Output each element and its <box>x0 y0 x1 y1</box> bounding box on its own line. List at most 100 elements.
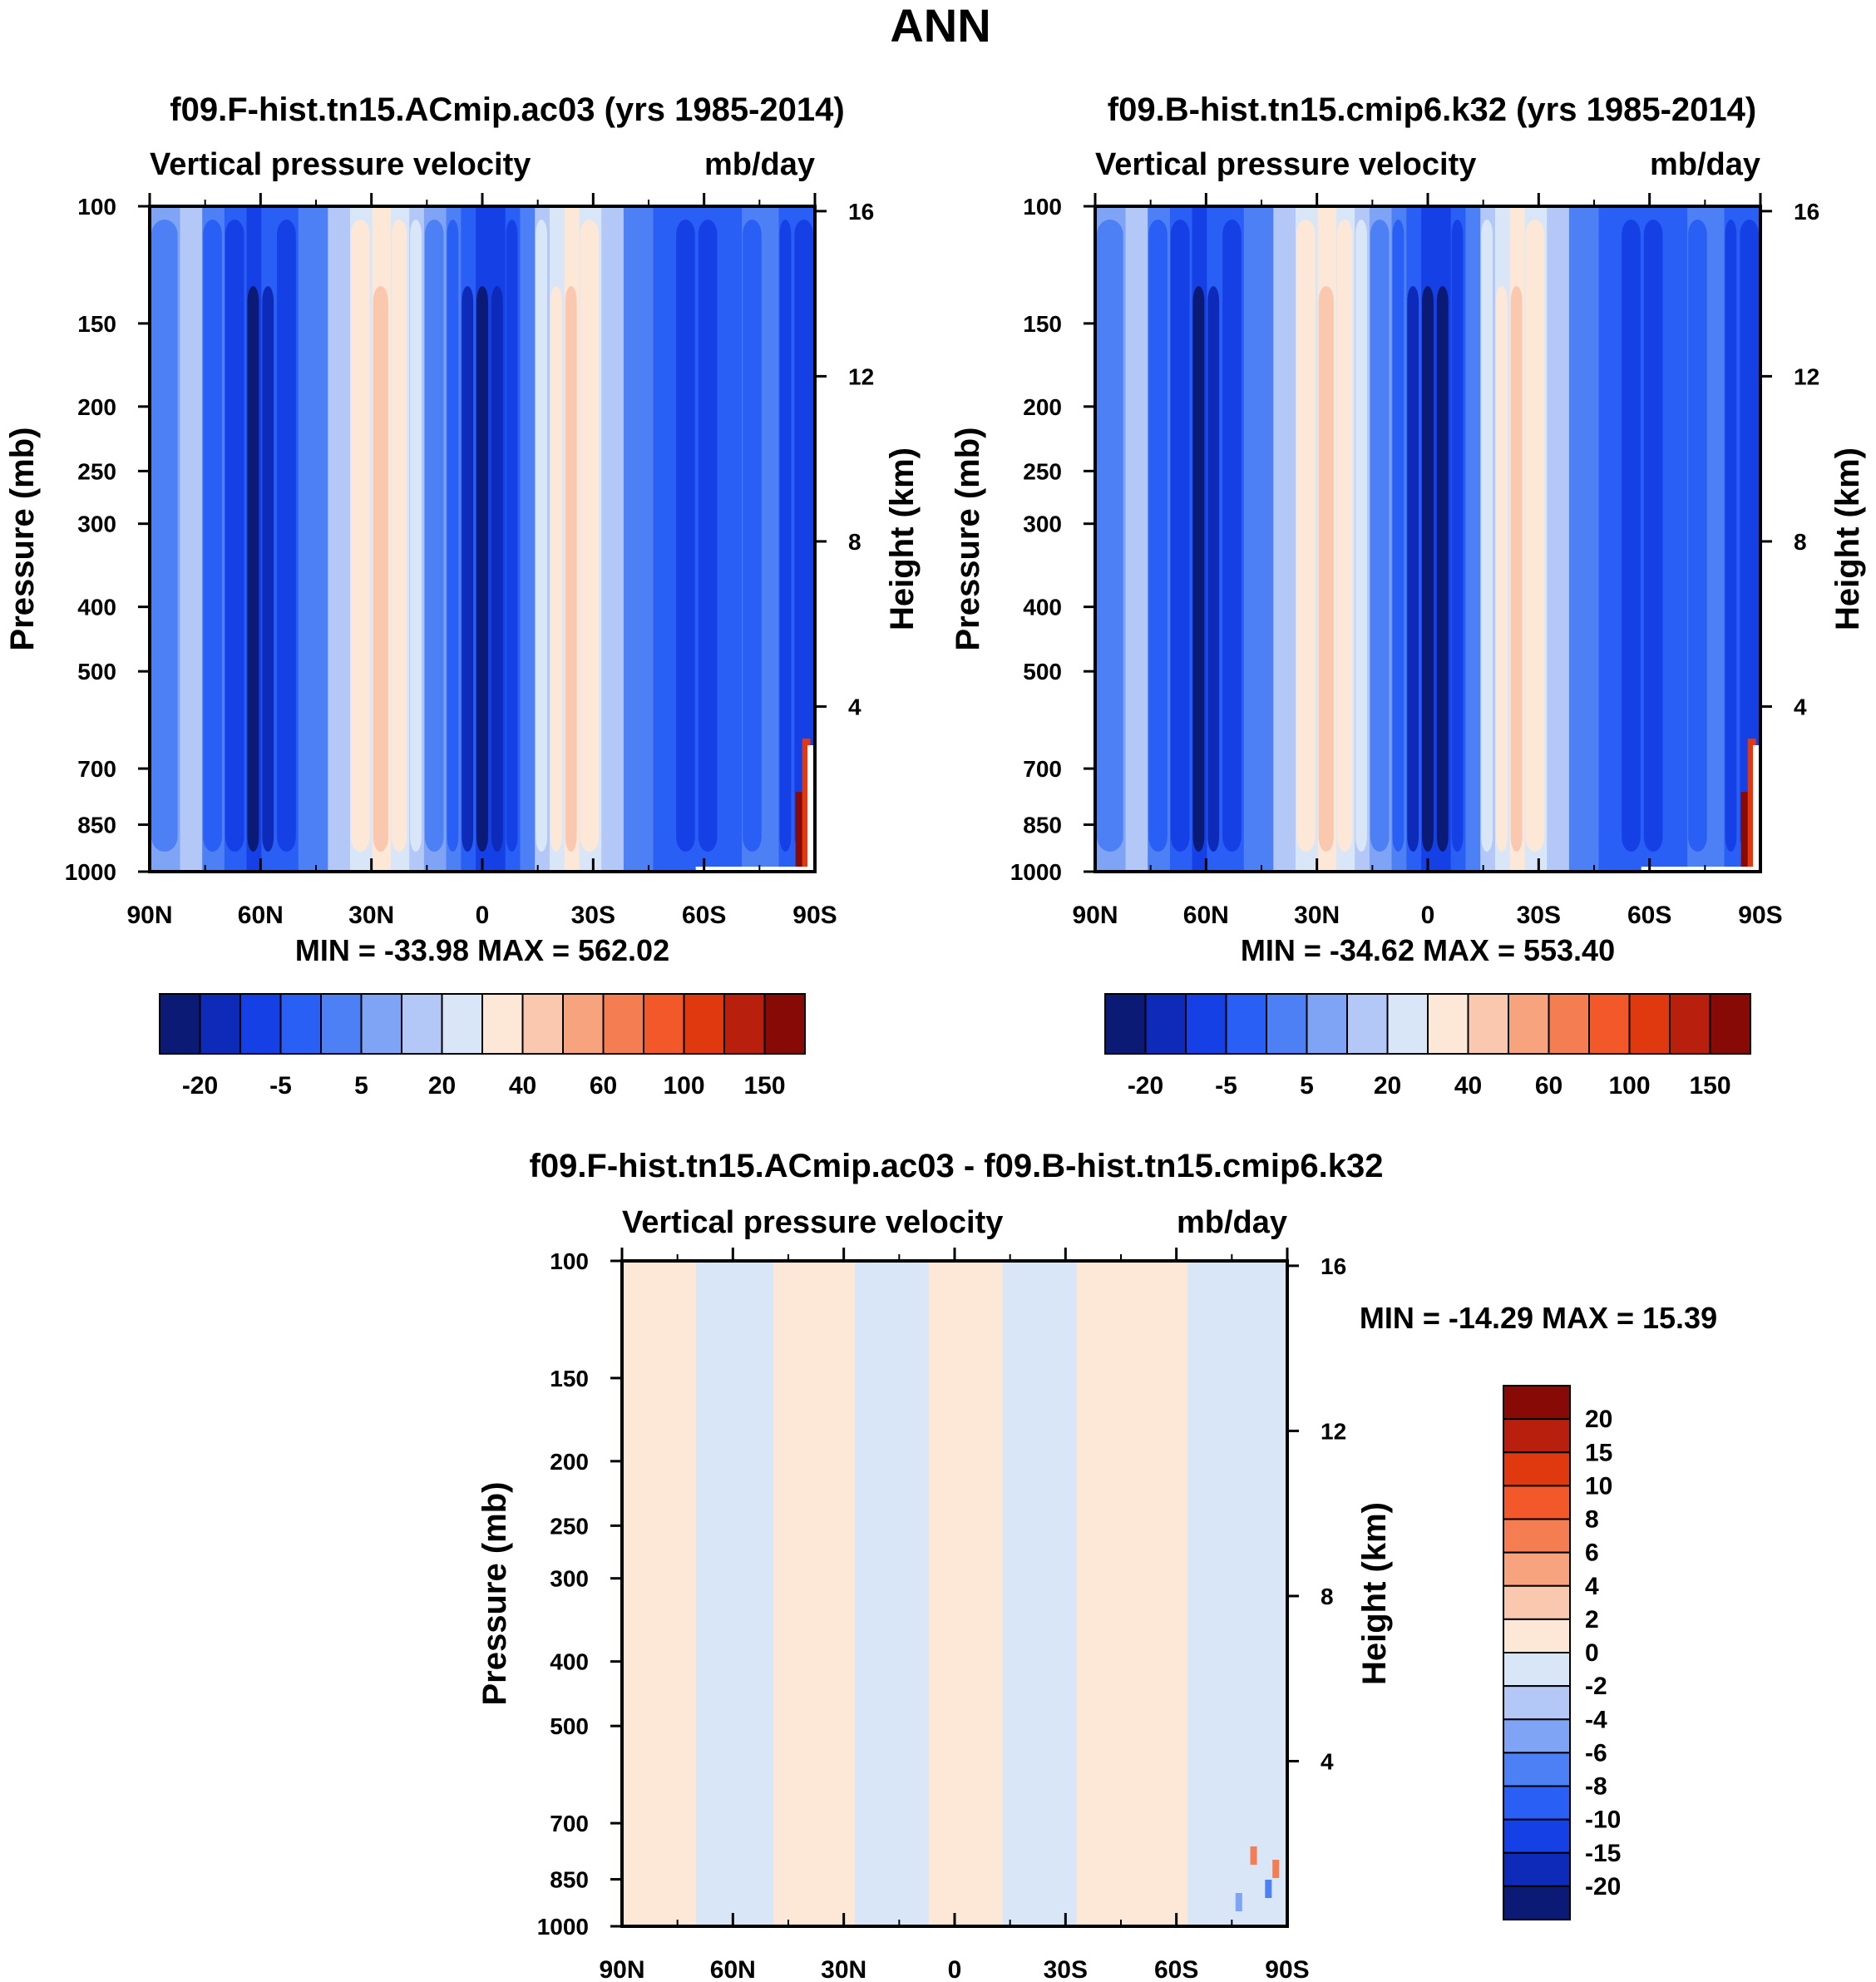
field-core <box>1569 220 1597 852</box>
colorbar-box <box>763 993 806 1055</box>
field-region <box>928 1261 1004 1926</box>
colorbar-box <box>1427 993 1469 1055</box>
y2-axis-label: Height (km) <box>884 447 921 630</box>
y-tick-label: 1000 <box>1010 859 1062 885</box>
y-tick-label: 150 <box>77 311 116 337</box>
colorbar-label: 6 <box>1585 1540 1599 1567</box>
field-core <box>299 220 326 852</box>
colorbar-box <box>1503 1851 1571 1887</box>
panel-title: f09.F-hist.tn15.ACmip.ac03 - f09.B-hist.… <box>530 1148 1384 1184</box>
colorbar-box <box>1588 993 1631 1055</box>
colorbar-label: -20 <box>182 1072 218 1100</box>
field-region <box>773 1261 856 1926</box>
data-field <box>622 1261 1287 1926</box>
field-core <box>1318 286 1334 852</box>
field-core <box>1192 286 1205 852</box>
field-hotspot <box>1747 739 1756 872</box>
field-core <box>151 220 178 852</box>
field-core <box>1244 220 1271 852</box>
colorbar-box <box>401 993 443 1055</box>
colorbar-box <box>723 993 766 1055</box>
field-core <box>203 220 222 852</box>
colorbar-label: 5 <box>354 1072 368 1100</box>
min-max-text: MIN = -14.29 MAX = 15.39 <box>1360 1301 1717 1335</box>
colorbar-label: -20 <box>1128 1072 1163 1100</box>
field-noise <box>1272 1860 1280 1878</box>
colorbar-label: -2 <box>1585 1673 1607 1700</box>
panel-title: f09.B-hist.tn15.cmip6.k32 (yrs 1985-2014… <box>1108 91 1756 128</box>
colorbar-box <box>1503 1685 1571 1721</box>
field-core <box>536 220 547 852</box>
colorbar-box <box>320 993 363 1055</box>
colorbar-label: -6 <box>1585 1739 1607 1767</box>
field-core <box>580 220 600 852</box>
field-core <box>424 220 444 852</box>
y-tick-label: 200 <box>550 1449 589 1475</box>
field-core <box>1170 220 1190 852</box>
field-noise <box>1250 1846 1257 1865</box>
colorbar-box <box>239 993 282 1055</box>
field-core <box>764 220 777 852</box>
x-tick-label: 60S <box>1154 1956 1198 1982</box>
colorbar-box <box>1503 1752 1571 1787</box>
field-core <box>180 220 200 852</box>
x-tick-label: 90N <box>1072 902 1118 929</box>
colorbar-label: -5 <box>269 1072 292 1100</box>
colorbar-box <box>1503 1551 1571 1587</box>
field-core <box>410 220 422 852</box>
field-core <box>476 286 488 852</box>
field-core <box>779 220 792 852</box>
field-core <box>1392 220 1405 852</box>
field-core <box>720 220 740 852</box>
panels-group: f09.F-hist.tn15.ACmip.ac03 (yrs 1985-201… <box>4 91 1866 1982</box>
y-tick-label: 100 <box>77 194 116 220</box>
field-core <box>1370 220 1390 852</box>
colorbar-box <box>1503 1584 1571 1620</box>
colorbar-box <box>1503 1518 1571 1554</box>
colorbar-box <box>1104 993 1147 1055</box>
y2-tick-label: 4 <box>1794 694 1807 719</box>
colorbar-box <box>1503 1818 1571 1854</box>
field-missing <box>807 745 815 872</box>
colorbar-label: 100 <box>663 1072 704 1100</box>
panel-3: f09.F-hist.tn15.ACmip.ac03 - f09.B-hist.… <box>476 1148 1717 1982</box>
field-core <box>565 286 577 852</box>
x-tick-label: 30S <box>1044 1956 1088 1982</box>
colorbar-box <box>1386 993 1429 1055</box>
y2-tick-label: 16 <box>848 199 874 225</box>
colorbar-label: 5 <box>1300 1072 1314 1100</box>
y-tick-label: 500 <box>1023 659 1062 685</box>
y2-tick-label: 12 <box>1794 363 1819 389</box>
field-core <box>1126 220 1146 852</box>
field-core <box>1222 220 1242 852</box>
field-core <box>1436 286 1449 852</box>
x-tick-label: 30N <box>821 1956 866 1982</box>
field-core <box>1422 286 1434 852</box>
colorbar-box <box>360 993 402 1055</box>
field-noise <box>1235 1893 1242 1911</box>
field-core <box>462 286 474 852</box>
y2-tick-label: 12 <box>848 363 874 389</box>
field-core <box>1296 220 1316 852</box>
y-tick-label: 700 <box>77 756 116 782</box>
y-tick-label: 850 <box>77 813 116 838</box>
y2-tick-label: 16 <box>1321 1253 1346 1279</box>
x-tick-label: 0 <box>948 1956 962 1982</box>
colorbar-label: 100 <box>1608 1072 1650 1100</box>
y-tick-label: 1000 <box>537 1914 589 1940</box>
colorbar-box <box>1503 1785 1571 1821</box>
field-core <box>506 220 518 852</box>
field-core <box>277 220 296 852</box>
field-core <box>602 220 621 852</box>
left-string: Vertical pressure velocity <box>150 147 531 182</box>
colorbar-box <box>1503 1385 1571 1421</box>
field-core <box>1622 220 1641 852</box>
colorbar-box <box>1628 993 1671 1055</box>
x-tick-label: 30S <box>571 902 615 929</box>
field-core <box>391 220 407 852</box>
x-tick-label: 30N <box>1294 902 1340 929</box>
x-tick-label: 0 <box>476 902 490 929</box>
field-core <box>491 286 503 852</box>
right-string: mb/day <box>1177 1205 1287 1240</box>
colorbar: -20 -5 5 20 40 60 100 150 <box>1104 993 1751 1100</box>
